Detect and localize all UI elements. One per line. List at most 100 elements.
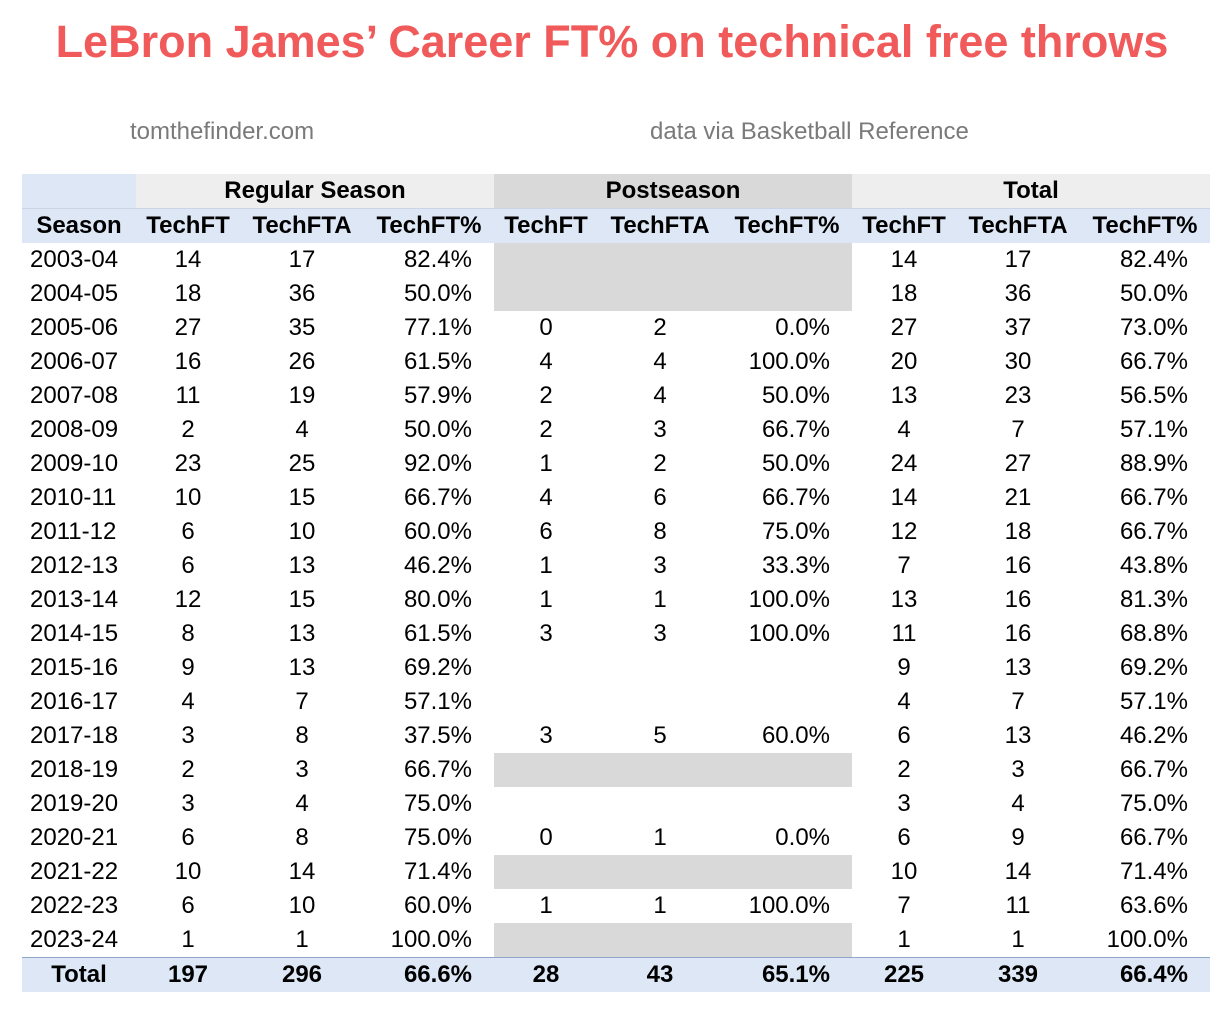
table-row: 2017-18 3 8 37.5% 3 5 60.0% 6 13 46.2% [22, 719, 1210, 753]
tot-techftpct-cell: 66.7% [1119, 518, 1188, 545]
post-techft-cell [494, 685, 598, 719]
post-techfta-cell: 8 [653, 518, 667, 545]
post-techftpct-cell: 50.0% [761, 382, 830, 409]
tot-techft-cell: 1 [897, 926, 911, 953]
tot-techft-cell: 13 [890, 586, 918, 613]
reg-techfta-cell: 15 [288, 586, 316, 613]
tot-techft-cell: 7 [897, 892, 911, 919]
tot-techftpct-cell: 100.0% [1106, 926, 1188, 953]
tot-techftpct-cell: 88.9% [1119, 450, 1188, 477]
tot-techftpct-cell: 69.2% [1119, 654, 1188, 681]
tot-techftpct-cell: 66.7% [1119, 348, 1188, 375]
reg-techft-cell: 1 [181, 926, 195, 953]
post-techfta-cell: 3 [653, 620, 667, 647]
tot-techfta-cell: 23 [1004, 382, 1032, 409]
reg-techfta-cell: 13 [288, 552, 316, 579]
season-cell: 2014-15 [30, 620, 119, 647]
reg-techftpct-cell: 75.0% [403, 790, 472, 817]
post-techftpct-cell: 33.3% [761, 552, 830, 579]
reg-techfta-cell: 4 [295, 416, 309, 443]
post-techftpct-cell: 100.0% [748, 348, 830, 375]
table-row: 2011-12 6 10 60.0% 6 8 75.0% 12 18 66.7% [22, 515, 1210, 549]
tot-techfta-cell: 16 [1004, 552, 1032, 579]
tot-techfta-cell: 16 [1004, 620, 1032, 647]
reg-techftpct-cell: 61.5% [403, 620, 472, 647]
tot-techft-cell: 4 [897, 688, 911, 715]
tot-techftpct-cell: 50.0% [1119, 280, 1188, 307]
table-row: 2023-24 1 1 100.0% 1 1 100.0% [22, 923, 1210, 958]
post-techftpct-cell [722, 787, 852, 821]
tot-techfta-cell: 13 [1004, 654, 1032, 681]
reg-techfta-cell: 15 [288, 484, 316, 511]
table-row: 2009-10 23 25 92.0% 1 2 50.0% 24 27 88.9% [22, 447, 1210, 481]
tot-techft-cell: 20 [890, 348, 918, 375]
tot-techfta-cell: 17 [1004, 246, 1032, 273]
tot-techftpct-cell: 75.0% [1119, 790, 1188, 817]
reg-techfta-cell: 35 [288, 314, 316, 341]
reg-techfta-cell: 13 [288, 620, 316, 647]
tot-techft-cell: 14 [890, 246, 918, 273]
tot-techftpct-cell: 46.2% [1119, 722, 1188, 749]
tot-techfta-cell: 4 [1011, 790, 1025, 817]
col-header-season: Season [22, 208, 136, 243]
post-techft-cell: 2 [539, 416, 553, 443]
tot-techft-cell: 12 [890, 518, 918, 545]
post-no-data-cell [494, 277, 852, 311]
table-row: 2012-13 6 13 46.2% 1 3 33.3% 7 16 43.8% [22, 549, 1210, 583]
post-techft-cell: 1 [539, 450, 553, 477]
table-row: 2016-17 4 7 57.1% 4 7 57.1% [22, 685, 1210, 719]
post-techft-cell: 3 [539, 722, 553, 749]
reg-techfta-cell: 4 [295, 790, 309, 817]
tot-techftpct-cell: 66.7% [1119, 484, 1188, 511]
season-cell: 2013-14 [30, 586, 119, 613]
post-techftpct-cell: 100.0% [748, 586, 830, 613]
tot-techftpct-cell: 56.5% [1119, 382, 1188, 409]
post-techftpct-cell [722, 685, 852, 719]
total-tot-techft: 225 [852, 957, 956, 992]
reg-techftpct-cell: 66.7% [403, 484, 472, 511]
tot-techftpct-cell: 63.6% [1119, 892, 1188, 919]
reg-techfta-cell: 3 [295, 756, 309, 783]
col-header-reg-techfta: TechFTA [240, 208, 364, 243]
col-header-reg-techftpct: TechFT% [364, 208, 494, 243]
post-techft-cell: 1 [539, 586, 553, 613]
tot-techfta-cell: 27 [1004, 450, 1032, 477]
post-techftpct-cell [722, 651, 852, 685]
total-tot-techfta: 339 [956, 957, 1080, 992]
reg-techfta-cell: 10 [288, 892, 316, 919]
group-header-post: Postseason [494, 174, 852, 209]
tot-techftpct-cell: 57.1% [1119, 688, 1188, 715]
reg-techfta-cell: 17 [288, 246, 316, 273]
reg-techfta-cell: 8 [295, 824, 309, 851]
tot-techftpct-cell: 66.7% [1119, 824, 1188, 851]
tot-techft-cell: 13 [890, 382, 918, 409]
tot-techft-cell: 11 [891, 620, 917, 647]
tot-techftpct-cell: 43.8% [1119, 552, 1188, 579]
post-techftpct-cell: 0.0% [775, 314, 830, 341]
reg-techft-cell: 27 [174, 314, 202, 341]
group-header-regular: Regular Season [136, 174, 494, 209]
reg-techftpct-cell: 57.9% [403, 382, 472, 409]
tot-techft-cell: 3 [897, 790, 911, 817]
tot-techfta-cell: 13 [1004, 722, 1032, 749]
post-techfta-cell: 1 [653, 824, 667, 851]
reg-techft-cell: 6 [181, 824, 195, 851]
col-header-post-techft: TechFT [494, 208, 598, 243]
post-techft-cell: 0 [539, 824, 553, 851]
tot-techft-cell: 2 [897, 756, 911, 783]
table-row: 2014-15 8 13 61.5% 3 3 100.0% 11 16 68.8% [22, 617, 1210, 651]
reg-techftpct-cell: 46.2% [403, 552, 472, 579]
tot-techfta-cell: 1 [1011, 926, 1025, 953]
tot-techft-cell: 10 [890, 858, 918, 885]
season-cell: 2016-17 [30, 688, 119, 715]
reg-techft-cell: 14 [174, 246, 202, 273]
reg-techft-cell: 6 [181, 518, 195, 545]
post-techftpct-cell: 66.7% [761, 416, 830, 443]
col-header-tot-techftpct: TechFT% [1080, 208, 1210, 243]
season-cell: 2011-12 [30, 518, 117, 545]
post-techfta-cell: 2 [653, 314, 667, 341]
season-cell: 2003-04 [30, 246, 119, 273]
reg-techfta-cell: 14 [288, 858, 316, 885]
post-techfta-cell [598, 651, 722, 685]
reg-techfta-cell: 26 [288, 348, 316, 375]
